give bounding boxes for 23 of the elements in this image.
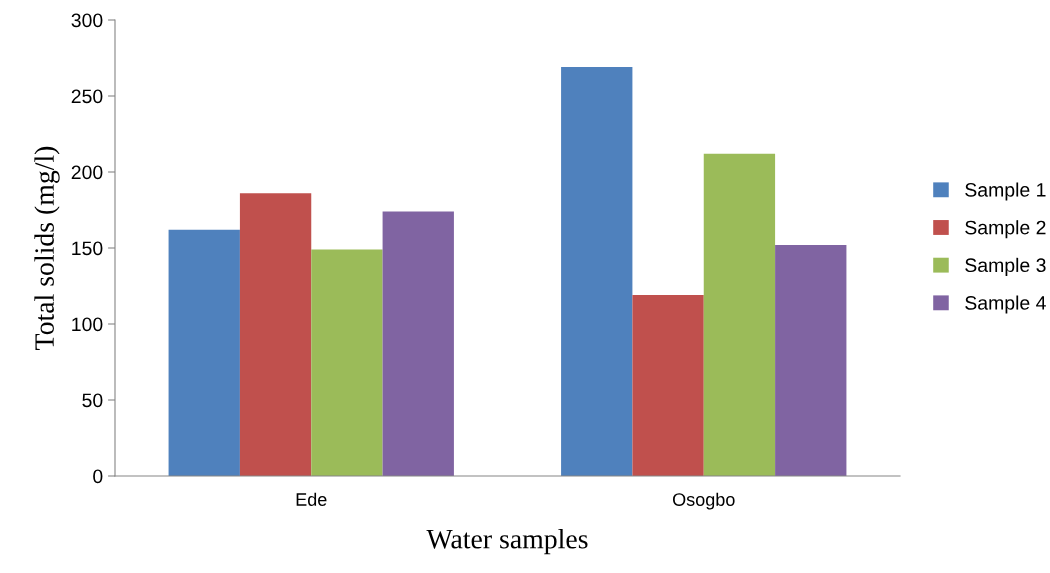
x-tick-label: Osogbo (672, 492, 735, 510)
bar (703, 153, 776, 476)
y-tick-label: 0 (93, 469, 103, 484)
y-tick-label: 300 (71, 13, 103, 28)
y-tick-label: 250 (71, 89, 103, 104)
bar (311, 249, 383, 476)
bar (561, 67, 633, 476)
x-tick-label: Ede (296, 492, 327, 506)
x-axis-title: Water samples (426, 528, 588, 555)
y-axis-title: Total solids (mg/l) (34, 146, 60, 350)
legend-label: Sample 1 (965, 182, 1046, 201)
y-tick-label: 200 (71, 165, 103, 180)
bar (632, 295, 704, 476)
y-tick-label: 100 (72, 317, 103, 332)
legend-label: Sample 3 (965, 257, 1046, 276)
bar (168, 229, 240, 476)
legend-label: Sample 4 (965, 295, 1046, 314)
bar (775, 244, 847, 476)
bar (239, 193, 312, 476)
y-tick-label: 150 (72, 241, 103, 256)
y-tick-label: 50 (82, 393, 103, 408)
legend-label: Sample 2 (965, 220, 1046, 239)
bar (382, 211, 454, 476)
